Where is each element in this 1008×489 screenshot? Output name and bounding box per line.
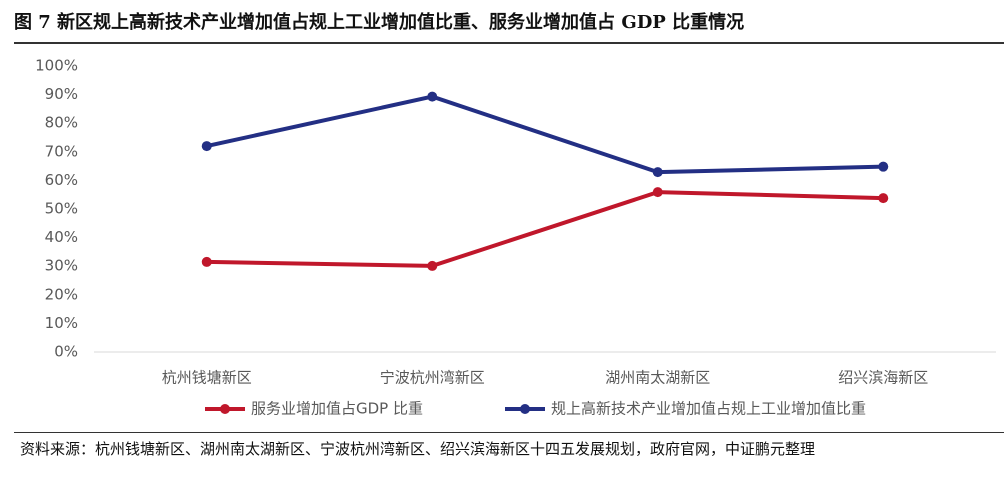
data-point (201, 256, 212, 267)
y-tick-label: 20% (45, 285, 78, 303)
y-tick-label: 80% (45, 114, 78, 132)
data-point (652, 187, 663, 198)
y-tick-label: 30% (45, 257, 78, 275)
data-point (652, 167, 663, 178)
y-tick-label: 10% (45, 314, 78, 332)
chart: 0% 10% 20% 30% 40% 50% 60% 70% 80% 90% 100% 杭州钱塘新区 宁… (35, 57, 996, 418)
footer-rule (14, 432, 1004, 433)
y-tick-label: 40% (45, 228, 78, 246)
y-tick-label: 100% (35, 57, 78, 75)
x-tick-label: 宁波杭州湾新区 (380, 369, 485, 387)
x-tick-label: 湖州南太湖新区 (605, 369, 710, 387)
data-point (427, 91, 438, 102)
y-tick-label: 50% (45, 200, 78, 218)
legend-marker (520, 404, 530, 414)
data-point (427, 260, 438, 271)
data-point (878, 161, 889, 172)
legend-label: 规上高新技术产业增加值占规上工业增加值比重 (551, 400, 866, 418)
series-line (206, 190, 884, 268)
y-tick-label: 0% (54, 343, 78, 361)
y-tick-label: 60% (45, 171, 78, 189)
x-tick-label: 绍兴滨海新区 (838, 369, 928, 387)
series-line (206, 94, 884, 175)
legend-marker (220, 404, 230, 414)
legend-label: 服务业增加值占GDP 比重 (251, 400, 423, 418)
y-tick-label: 90% (45, 85, 78, 103)
source-note: 资料来源：杭州钱塘新区、湖州南太湖新区、宁波杭州湾新区、绍兴滨海新区十四五发展规… (20, 440, 816, 458)
data-point (201, 141, 212, 152)
y-tick-label: 70% (45, 142, 78, 160)
figure-title: 图 7 新区规上高新技术产业增加值占规上工业增加值比重、服务业增加值占 GDP … (14, 12, 745, 33)
title-rule (14, 42, 1004, 44)
x-tick-label: 杭州钱塘新区 (162, 369, 252, 387)
data-point (878, 193, 889, 204)
